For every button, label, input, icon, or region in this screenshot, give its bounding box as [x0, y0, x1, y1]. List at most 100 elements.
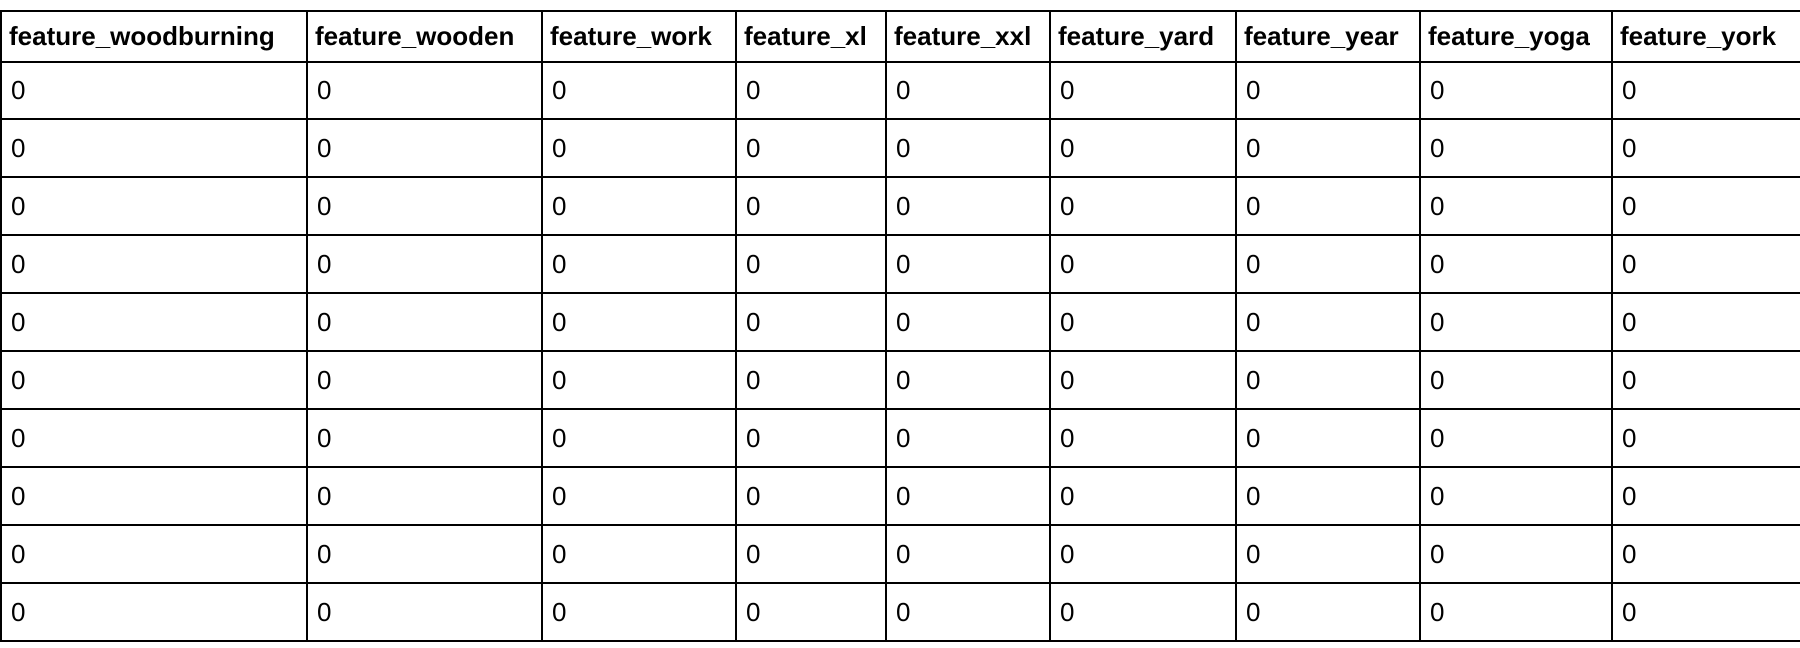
table-cell: 0 [735, 582, 887, 642]
column-header: feature_work [541, 10, 737, 63]
table-cell: 0 [735, 350, 887, 410]
table-cell: 0 [1049, 524, 1237, 584]
table-cell: 0 [1049, 234, 1237, 294]
table-cell: 0 [1235, 466, 1421, 526]
table-cell: 0 [1611, 350, 1800, 410]
table-cell: 0 [1419, 524, 1613, 584]
table-cell: 0 [885, 176, 1051, 236]
table-cell: 0 [306, 408, 543, 468]
table-cell: 0 [885, 350, 1051, 410]
table-cell: 0 [1235, 118, 1421, 178]
table-cell: 0 [1049, 118, 1237, 178]
table-cell: 0 [1235, 350, 1421, 410]
table-cell: 0 [1235, 408, 1421, 468]
table-cell: 0 [735, 292, 887, 352]
table-cell: 0 [306, 524, 543, 584]
table-cell: 0 [1419, 408, 1613, 468]
column-header: feature_xl [735, 10, 887, 63]
table-cell: 0 [0, 292, 308, 352]
table-cell: 0 [735, 524, 887, 584]
table-cell: 0 [306, 61, 543, 120]
column-header: feature_wooden [306, 10, 543, 63]
table-cell: 0 [1611, 292, 1800, 352]
table-cell: 0 [541, 292, 737, 352]
table-cell: 0 [541, 61, 737, 120]
table-cell: 0 [0, 350, 308, 410]
table-cell: 0 [0, 582, 308, 642]
table-cell: 0 [1419, 61, 1613, 120]
table-cell: 0 [1235, 524, 1421, 584]
table-cell: 0 [306, 466, 543, 526]
table-cell: 0 [0, 466, 308, 526]
table-cell: 0 [541, 118, 737, 178]
table-cell: 0 [1419, 176, 1613, 236]
table-cell: 0 [1611, 524, 1800, 584]
table-cell: 0 [1419, 466, 1613, 526]
header-row: feature_woodburning feature_wooden featu… [0, 10, 1800, 63]
table-cell: 0 [306, 292, 543, 352]
table-cell: 0 [1235, 234, 1421, 294]
table-cell: 0 [1419, 234, 1613, 294]
table-cell: 0 [735, 61, 887, 120]
table-cell: 0 [0, 61, 308, 120]
table-cell: 0 [885, 408, 1051, 468]
table-cell: 0 [0, 234, 308, 294]
table-cell: 0 [306, 176, 543, 236]
table-cell: 0 [1049, 350, 1237, 410]
table-cell: 0 [306, 350, 543, 410]
table-cell: 0 [541, 582, 737, 642]
table-cell: 0 [1049, 292, 1237, 352]
table-cell: 0 [735, 408, 887, 468]
table-cell: 0 [541, 466, 737, 526]
table-cell: 0 [735, 118, 887, 178]
table-header: feature_woodburning feature_wooden featu… [0, 10, 1800, 63]
table-cell: 0 [885, 466, 1051, 526]
table-cell: 0 [306, 234, 543, 294]
table-cell: 0 [735, 466, 887, 526]
column-header: feature_year [1235, 10, 1421, 63]
table-cell: 0 [1611, 582, 1800, 642]
table-cell: 0 [541, 176, 737, 236]
table-cell: 0 [1049, 61, 1237, 120]
table-cell: 0 [885, 582, 1051, 642]
table-cell: 0 [885, 524, 1051, 584]
column-header: feature_yoga [1419, 10, 1613, 63]
table-cell: 0 [0, 118, 308, 178]
column-header: feature_york [1611, 10, 1800, 63]
table-cell: 0 [735, 234, 887, 294]
table-cell: 0 [541, 234, 737, 294]
table-cell: 0 [1611, 466, 1800, 526]
table-cell: 0 [541, 524, 737, 584]
table-cell: 0 [1049, 408, 1237, 468]
table-cell: 0 [0, 524, 308, 584]
table-cell: 0 [1611, 118, 1800, 178]
table-cell: 0 [1419, 582, 1613, 642]
table-cell: 0 [1235, 582, 1421, 642]
table-cell: 0 [0, 408, 308, 468]
data-table: feature_woodburning feature_wooden featu… [0, 10, 1800, 642]
table-cell: 0 [1235, 292, 1421, 352]
table-cell: 0 [306, 118, 543, 178]
table-cell: 0 [1235, 176, 1421, 236]
table-cell: 0 [1611, 176, 1800, 236]
table-cell: 0 [1419, 118, 1613, 178]
table-cell: 0 [1611, 61, 1800, 120]
table-cell: 0 [885, 234, 1051, 294]
column-header: feature_yard [1049, 10, 1237, 63]
table-cell: 0 [735, 176, 887, 236]
table-cell: 0 [1235, 61, 1421, 120]
table-cell: 0 [1611, 408, 1800, 468]
column-header: feature_woodburning [0, 10, 308, 63]
table-cell: 0 [1049, 466, 1237, 526]
table-cell: 0 [1049, 582, 1237, 642]
